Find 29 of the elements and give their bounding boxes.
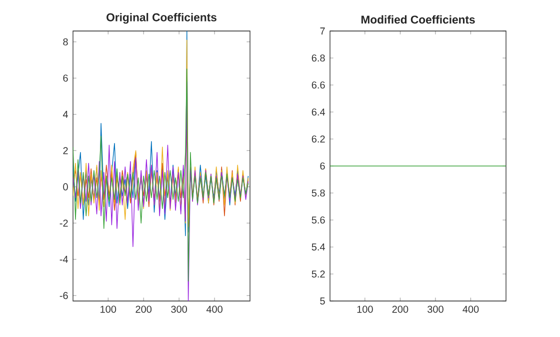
x-tick-label: 300: [428, 306, 444, 313]
y-tick-label: 0: [63, 183, 68, 190]
y-tick-label: 6.8: [312, 54, 325, 62]
x-tick-label: 100: [357, 306, 373, 313]
y-tick-label: 8: [63, 38, 68, 46]
x-tick-label: 400: [462, 306, 479, 313]
x-tick-label: 400: [206, 306, 222, 313]
y-tick-label: 6: [63, 74, 68, 82]
chart-title: Original Coefficients: [106, 12, 216, 24]
y-tick-label: 6.6: [312, 81, 325, 89]
y-tick-label: 5.6: [312, 216, 325, 224]
y-tick-label: -4: [60, 256, 68, 263]
y-tick-label: 4: [62, 110, 68, 118]
y-tick-label: -6: [60, 292, 68, 300]
y-tick-label: 7: [320, 28, 325, 34]
y-tick-label: 5: [320, 298, 325, 304]
x-tick-label: 300: [171, 306, 188, 313]
y-tick-label: 6.4: [312, 108, 325, 116]
y-tick-label: -2: [60, 220, 68, 227]
x-tick-label: 100: [100, 306, 116, 313]
y-tick-label: 6.2: [312, 135, 325, 143]
y-tick-label: 5.8: [312, 189, 325, 197]
y-tick-label: 5.4: [312, 244, 325, 250]
y-tick-label: 6: [320, 162, 325, 170]
y-tick-label: 2: [63, 147, 68, 154]
chart-title: Modified Coefficients: [361, 15, 475, 24]
y-tick-label: 5.2: [312, 270, 325, 278]
x-tick-label: 200: [392, 306, 408, 313]
x-tick-label: 200: [136, 306, 152, 313]
